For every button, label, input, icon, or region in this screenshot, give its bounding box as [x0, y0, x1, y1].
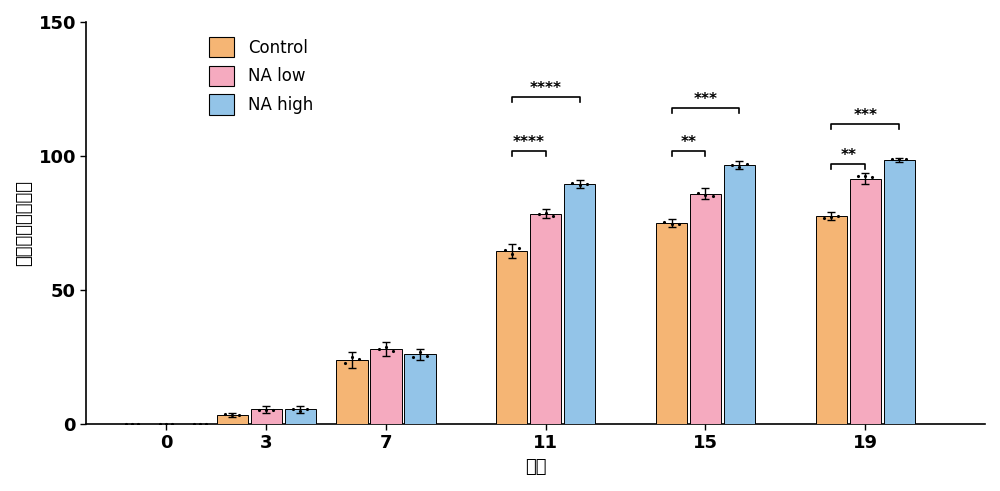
X-axis label: 天数: 天数: [525, 458, 546, 476]
Bar: [217, 414, 248, 424]
Text: ****: ****: [513, 135, 545, 150]
Text: **: **: [680, 135, 696, 150]
Bar: [656, 223, 687, 424]
Bar: [690, 193, 721, 424]
Bar: [724, 165, 755, 424]
Bar: [530, 214, 561, 424]
Legend: Control, NA low, NA high: Control, NA low, NA high: [203, 30, 320, 121]
Text: ***: ***: [693, 92, 717, 107]
Y-axis label: 伤口愈合率（％）: 伤口愈合率（％）: [15, 180, 33, 266]
Text: ****: ****: [530, 81, 562, 96]
Bar: [816, 217, 847, 424]
Text: ***: ***: [853, 108, 877, 123]
Bar: [850, 179, 881, 424]
Bar: [285, 409, 316, 424]
Bar: [564, 184, 595, 424]
Bar: [404, 355, 436, 424]
Bar: [884, 160, 915, 424]
Text: **: **: [840, 148, 856, 163]
Bar: [370, 349, 402, 424]
Bar: [336, 360, 368, 424]
Bar: [251, 409, 282, 424]
Bar: [496, 251, 527, 424]
